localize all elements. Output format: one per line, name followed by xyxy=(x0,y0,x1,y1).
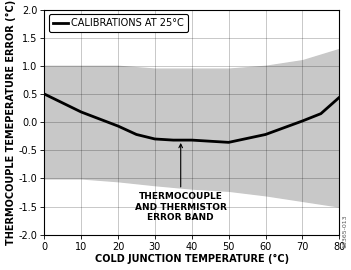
X-axis label: COLD JUNCTION TEMPERATURE (°C): COLD JUNCTION TEMPERATURE (°C) xyxy=(95,254,289,264)
Text: THERMOCOUPLE
AND THERMISTOR
ERROR BAND: THERMOCOUPLE AND THERMISTOR ERROR BAND xyxy=(135,144,227,222)
CALIBRATIONS AT 25°C xyxy=(337,96,342,99)
CALIBRATIONS AT 25°C xyxy=(42,92,46,96)
CALIBRATIONS AT 25°C xyxy=(319,112,323,115)
CALIBRATIONS AT 25°C xyxy=(300,119,305,123)
CALIBRATIONS AT 25°C xyxy=(153,137,157,141)
CALIBRATIONS AT 25°C xyxy=(226,141,231,144)
CALIBRATIONS AT 25°C xyxy=(264,133,268,136)
Text: 13365-013: 13365-013 xyxy=(343,215,347,248)
CALIBRATIONS AT 25°C xyxy=(116,124,120,128)
CALIBRATIONS AT 25°C xyxy=(190,139,194,142)
Line: CALIBRATIONS AT 25°C: CALIBRATIONS AT 25°C xyxy=(44,94,339,142)
Y-axis label: THERMOCOUPLE TEMEPERATURE ERROR (°C): THERMOCOUPLE TEMEPERATURE ERROR (°C) xyxy=(6,0,16,245)
Legend: CALIBRATIONS AT 25°C: CALIBRATIONS AT 25°C xyxy=(49,14,188,32)
CALIBRATIONS AT 25°C xyxy=(171,139,176,142)
CALIBRATIONS AT 25°C xyxy=(134,133,139,136)
CALIBRATIONS AT 25°C xyxy=(79,110,83,114)
